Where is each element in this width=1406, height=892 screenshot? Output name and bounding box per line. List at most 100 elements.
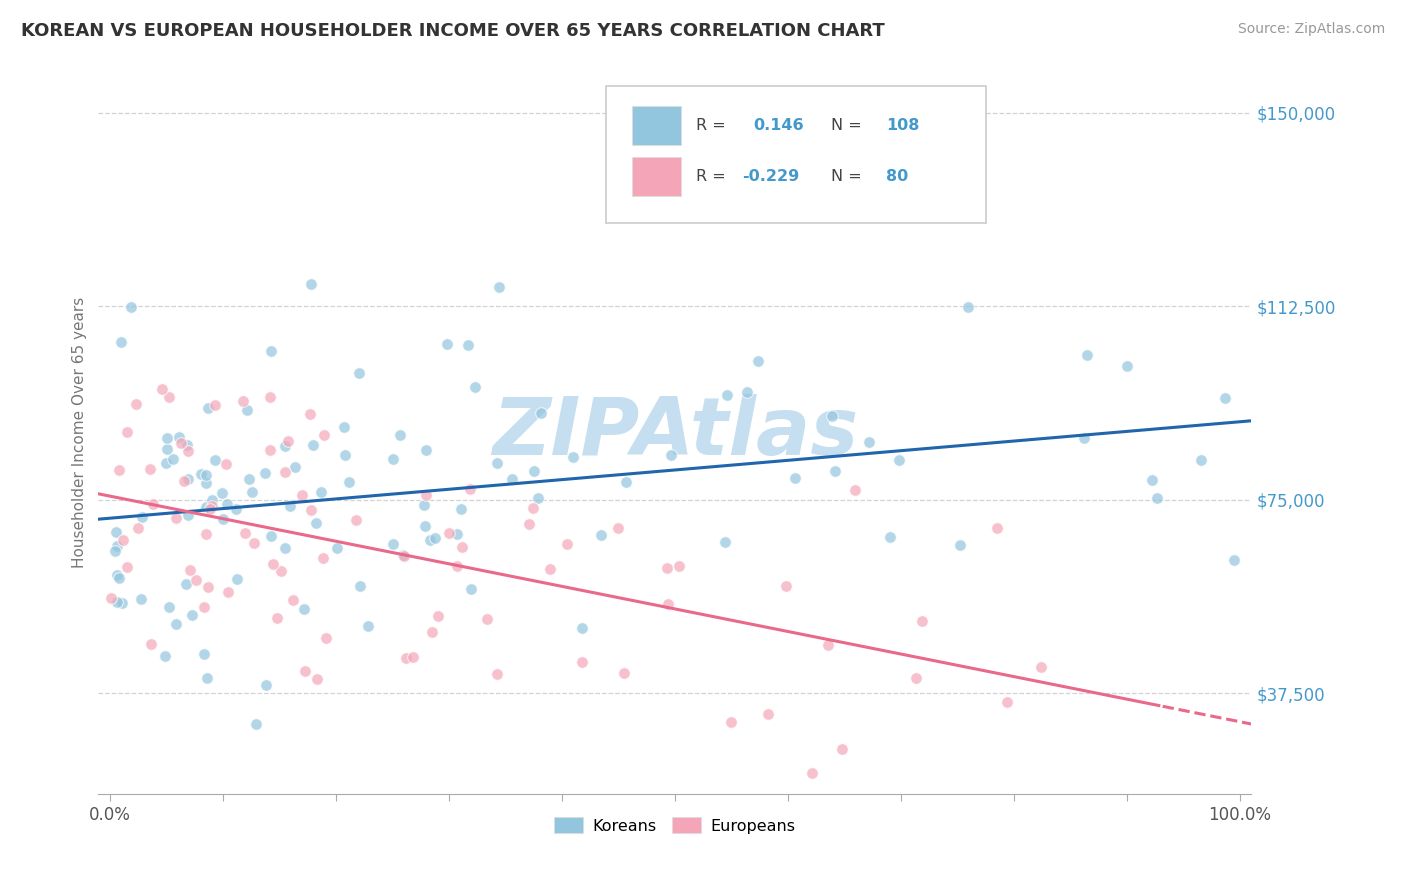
Point [111,596,134,610]
Point [165,511,187,525]
Point [195,671,218,685]
Point [108,463,131,477]
Point [783,471,806,485]
Point [169,436,191,450]
Point [450,502,472,516]
Point [436,337,458,351]
Point [589,527,612,541]
FancyBboxPatch shape [606,86,986,223]
Point [176,576,198,591]
Point [1116,359,1139,373]
Point [150,382,173,396]
Point [198,501,221,516]
Point [412,498,434,512]
Point [555,537,578,551]
Point [195,500,218,515]
Point [485,666,508,681]
Point [195,476,218,491]
Point [138,461,160,475]
Point [181,608,204,623]
Point [1029,660,1052,674]
Point [193,600,215,615]
Point [120,300,142,314]
Point [204,398,226,412]
Point [889,453,911,467]
Point [1146,491,1168,505]
Point [817,638,839,652]
Point [236,403,259,417]
Point [488,279,510,293]
Point [571,655,593,669]
Point [821,409,844,423]
Point [486,457,509,471]
Point [243,536,266,550]
Point [986,521,1008,535]
Point [1073,431,1095,445]
Point [211,485,233,500]
Point [292,601,315,615]
Point [659,448,682,462]
Point [274,465,297,479]
Text: KOREAN VS EUROPEAN HOUSEHOLDER INCOME OVER 65 YEARS CORRELATION CHART: KOREAN VS EUROPEAN HOUSEHOLDER INCOME OV… [21,22,884,40]
Point [176,438,198,452]
Point [215,457,238,471]
Point [240,485,263,500]
Point [747,354,769,368]
FancyBboxPatch shape [633,157,681,195]
Point [995,695,1018,709]
Point [423,531,446,545]
Point [139,637,162,651]
Text: 108: 108 [886,118,920,133]
Point [457,338,479,352]
Point [245,717,267,731]
Legend: Koreans, Europeans: Koreans, Europeans [547,811,803,840]
Point [115,425,138,440]
Y-axis label: Householder Income Over 65 years: Householder Income Over 65 years [72,297,87,568]
Point [501,473,523,487]
Point [177,472,200,486]
Point [266,611,288,625]
Point [904,671,927,685]
Point [312,550,335,565]
Point [392,549,415,563]
Point [460,482,482,496]
Point [197,401,219,415]
Point [283,593,305,607]
Point [844,483,866,498]
Point [526,491,548,505]
Point [231,394,253,409]
Point [105,539,128,553]
Point [253,466,276,480]
Point [105,594,128,608]
Point [125,396,148,410]
Text: Source: ZipAtlas.com: Source: ZipAtlas.com [1237,22,1385,37]
Point [475,612,498,626]
Point [337,475,360,490]
Point [105,568,128,582]
Point [349,579,371,593]
Text: R =: R = [696,118,725,133]
Point [177,508,200,523]
Point [179,563,201,577]
Point [129,591,152,606]
Point [201,492,224,507]
Point [1213,392,1236,406]
Point [381,452,404,467]
Point [460,582,482,596]
Point [419,533,441,547]
Point [305,672,328,686]
Point [382,537,405,551]
Point [446,527,468,541]
Point [233,525,256,540]
Point [197,580,219,594]
Point [801,766,824,780]
Point [315,631,337,645]
Point [347,366,370,380]
Point [1142,473,1164,487]
Point [413,519,436,533]
Point [720,714,742,729]
Point [357,619,380,633]
Point [668,558,690,573]
Point [153,649,176,664]
Text: R =: R = [696,169,725,184]
